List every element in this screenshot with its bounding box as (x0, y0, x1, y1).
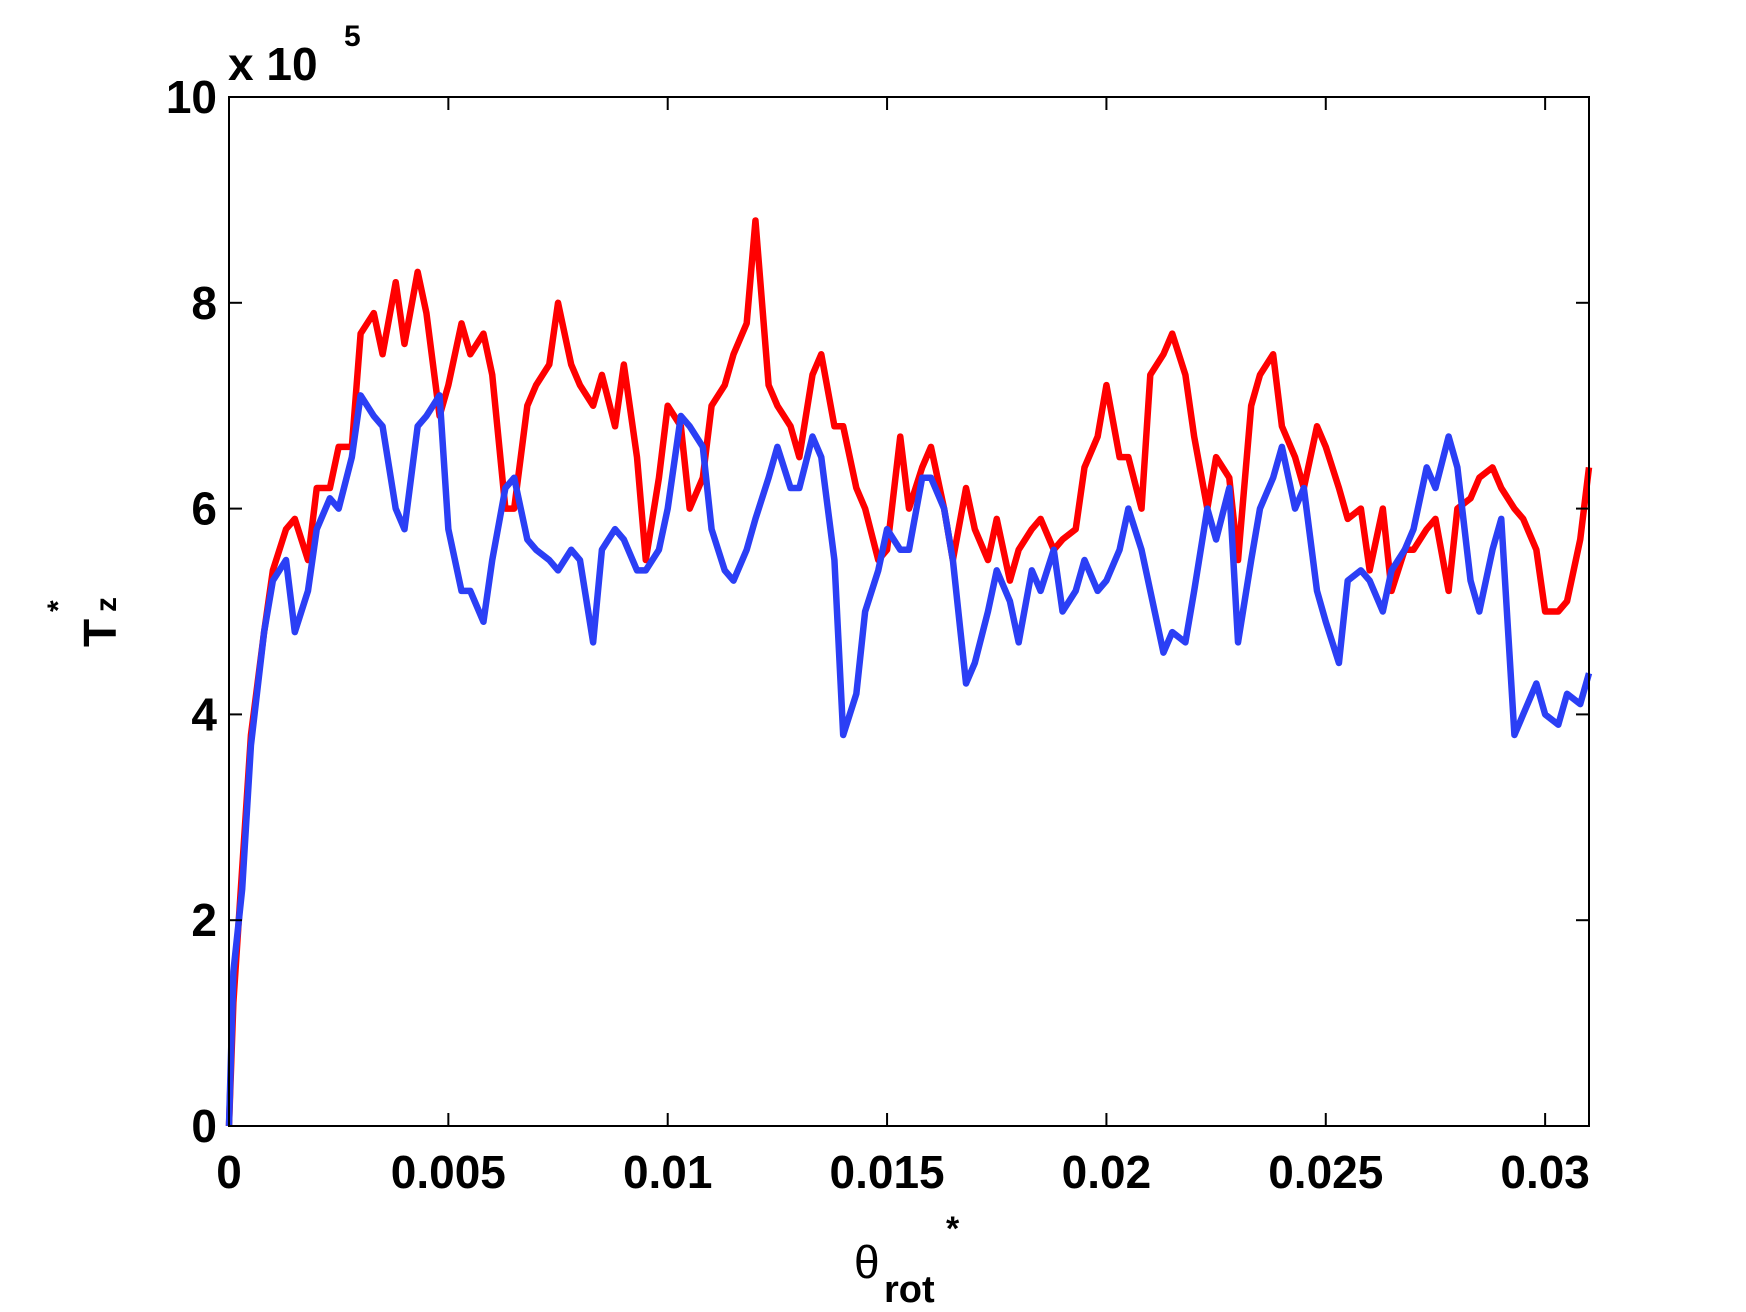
x-tick-label: 0.03 (1500, 1146, 1590, 1198)
x-label-sup: * (946, 1210, 960, 1248)
x-tick-label: 0.015 (830, 1146, 945, 1198)
data-line (225, 217, 1593, 1127)
y-tick-label: 2 (191, 894, 217, 946)
x-tick-label: 0.005 (391, 1146, 506, 1198)
y-multiplier: x 10 (228, 38, 318, 90)
x-tick-label: 0.025 (1268, 1146, 1383, 1198)
y-label-sup: * (42, 600, 75, 612)
x-label-sub: rot (884, 1269, 935, 1311)
x-label: θ (854, 1236, 880, 1288)
y-tick-label: 8 (191, 277, 217, 329)
x-tick-label: 0.02 (1062, 1146, 1152, 1198)
y-tick-label: 4 (191, 688, 217, 740)
plot-frame (228, 96, 1590, 1127)
y-tick-label: 6 (191, 483, 217, 535)
y-label-base: T (74, 619, 126, 647)
x-tick-label: 0 (216, 1146, 242, 1198)
y-tick-label: 10 (166, 71, 217, 123)
x-tick-label: 0.01 (623, 1146, 713, 1198)
y-tick-label: 0 (191, 1100, 217, 1152)
y-label: Tz * (42, 597, 126, 647)
data-line (225, 392, 1593, 1127)
y-multiplier-exponent: 5 (344, 20, 361, 53)
y-label-sub: z (90, 597, 123, 612)
